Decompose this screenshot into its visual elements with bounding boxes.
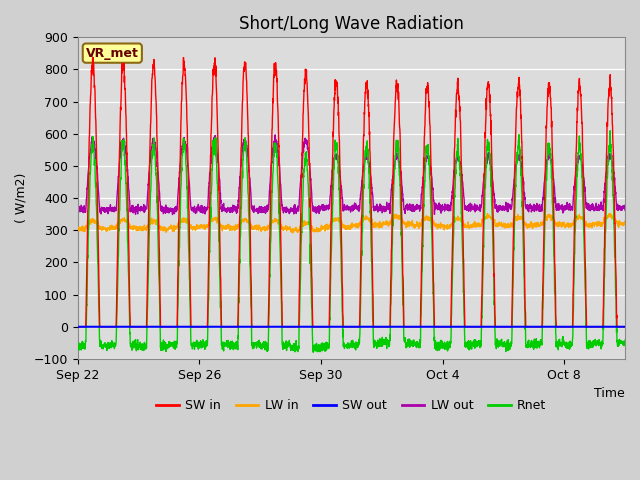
LW in	[551, 217, 559, 223]
LW in	[127, 225, 134, 231]
SW in	[369, 288, 376, 294]
SW in	[127, 324, 135, 330]
LW out	[621, 207, 629, 213]
Rnet	[127, 344, 134, 350]
X-axis label: Time: Time	[595, 387, 625, 400]
LW out	[169, 212, 177, 217]
SW out	[621, 324, 629, 330]
LW in	[289, 230, 296, 236]
SW out	[550, 324, 558, 330]
SW out	[195, 324, 203, 330]
Line: LW in: LW in	[77, 214, 625, 233]
SW in	[160, 324, 168, 330]
Rnet	[195, 343, 203, 348]
LW out	[271, 132, 279, 138]
SW in	[550, 242, 558, 248]
Rnet	[606, 128, 614, 133]
LW out	[273, 138, 280, 144]
LW out	[369, 197, 377, 203]
Rnet	[273, 150, 280, 156]
Rnet	[621, 337, 629, 343]
Line: LW out: LW out	[77, 135, 625, 215]
LW in	[273, 216, 280, 222]
Line: SW in: SW in	[77, 57, 625, 327]
SW out	[273, 324, 280, 330]
LW in	[195, 226, 203, 231]
SW out	[160, 324, 168, 330]
LW in	[369, 222, 376, 228]
SW in	[273, 67, 280, 73]
Rnet	[369, 318, 376, 324]
SW out	[369, 324, 376, 330]
LW in	[74, 224, 81, 229]
LW in	[484, 211, 492, 216]
Legend: SW in, LW in, SW out, LW out, Rnet: SW in, LW in, SW out, LW out, Rnet	[152, 394, 551, 417]
Rnet	[160, 344, 168, 350]
Rnet	[309, 349, 317, 355]
LW in	[621, 221, 629, 227]
LW out	[127, 205, 134, 211]
SW in	[195, 324, 203, 330]
Title: Short/Long Wave Radiation: Short/Long Wave Radiation	[239, 15, 464, 33]
LW out	[74, 208, 81, 214]
SW out	[127, 324, 134, 330]
Rnet	[550, 276, 558, 282]
SW in	[621, 324, 629, 330]
Y-axis label: ( W/m2): ( W/m2)	[15, 173, 28, 223]
LW out	[551, 189, 559, 195]
SW in	[89, 54, 97, 60]
Rnet	[74, 340, 81, 346]
SW out	[74, 324, 81, 330]
Line: Rnet: Rnet	[77, 131, 625, 352]
SW in	[74, 324, 81, 330]
LW out	[160, 206, 168, 212]
Text: VR_met: VR_met	[86, 47, 139, 60]
LW in	[160, 227, 168, 232]
LW out	[195, 204, 203, 210]
